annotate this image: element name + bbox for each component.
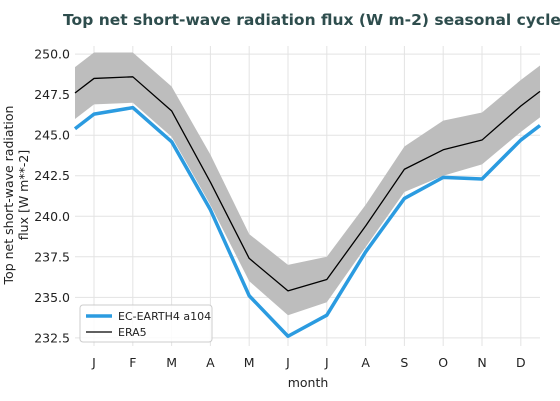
x-axis-label: month [288, 375, 329, 390]
x-tick-label-2: M [166, 355, 177, 370]
y-tick-label-0: 250.0 [34, 47, 70, 62]
legend-label-era5: ERA5 [118, 326, 147, 339]
x-tick-label-6: J [324, 355, 329, 370]
legend-label-ec-earth4: EC-EARTH4 a104 [118, 310, 211, 323]
x-tick-label-7: A [361, 355, 370, 370]
chart-title: Top net short-wave radiation flux (W m-2… [63, 11, 560, 29]
uncertainty-band [75, 52, 540, 316]
x-tick-label-4: M [244, 355, 255, 370]
y-tick-label-6: 235.0 [34, 290, 70, 305]
legend-box [79, 304, 213, 343]
y-tick-label-7: 232.5 [34, 330, 70, 345]
legend: EC-EARTH4 a104 ERA5 [79, 304, 213, 343]
x-tick-label-8: S [400, 355, 408, 370]
y-tick-label-4: 240.0 [34, 209, 70, 224]
era5-spread-band [75, 52, 540, 316]
y-tick-label-3: 242.5 [34, 168, 70, 183]
y-tick-labels: 250.0 247.5 245.0 242.5 240.0 237.5 235.0 232.5 [34, 47, 70, 346]
y-axis-label-line-2: flux [W m**-2] [16, 150, 31, 240]
series-line-era5 [74, 76, 541, 292]
x-tick-label-9: O [438, 355, 448, 370]
x-tick-label-5: J [285, 355, 290, 370]
y-tick-label-2: 245.0 [34, 128, 70, 143]
y-tick-label-5: 237.5 [34, 249, 70, 264]
y-axis-label: Top net short-wave radiation flux [W m**… [1, 106, 31, 286]
y-tick-label-1: 247.5 [34, 87, 70, 102]
series-line-ec-earth4 [73, 105, 542, 339]
series-lines [73, 76, 542, 339]
x-tick-label-0: J [91, 355, 96, 370]
x-tick-label-3: A [206, 355, 215, 370]
x-tick-label-10: N [477, 355, 486, 370]
x-tick-label-11: D [516, 355, 526, 370]
y-axis-label-line-1: Top net short-wave radiation [1, 106, 16, 286]
x-tick-label-1: F [129, 355, 136, 370]
